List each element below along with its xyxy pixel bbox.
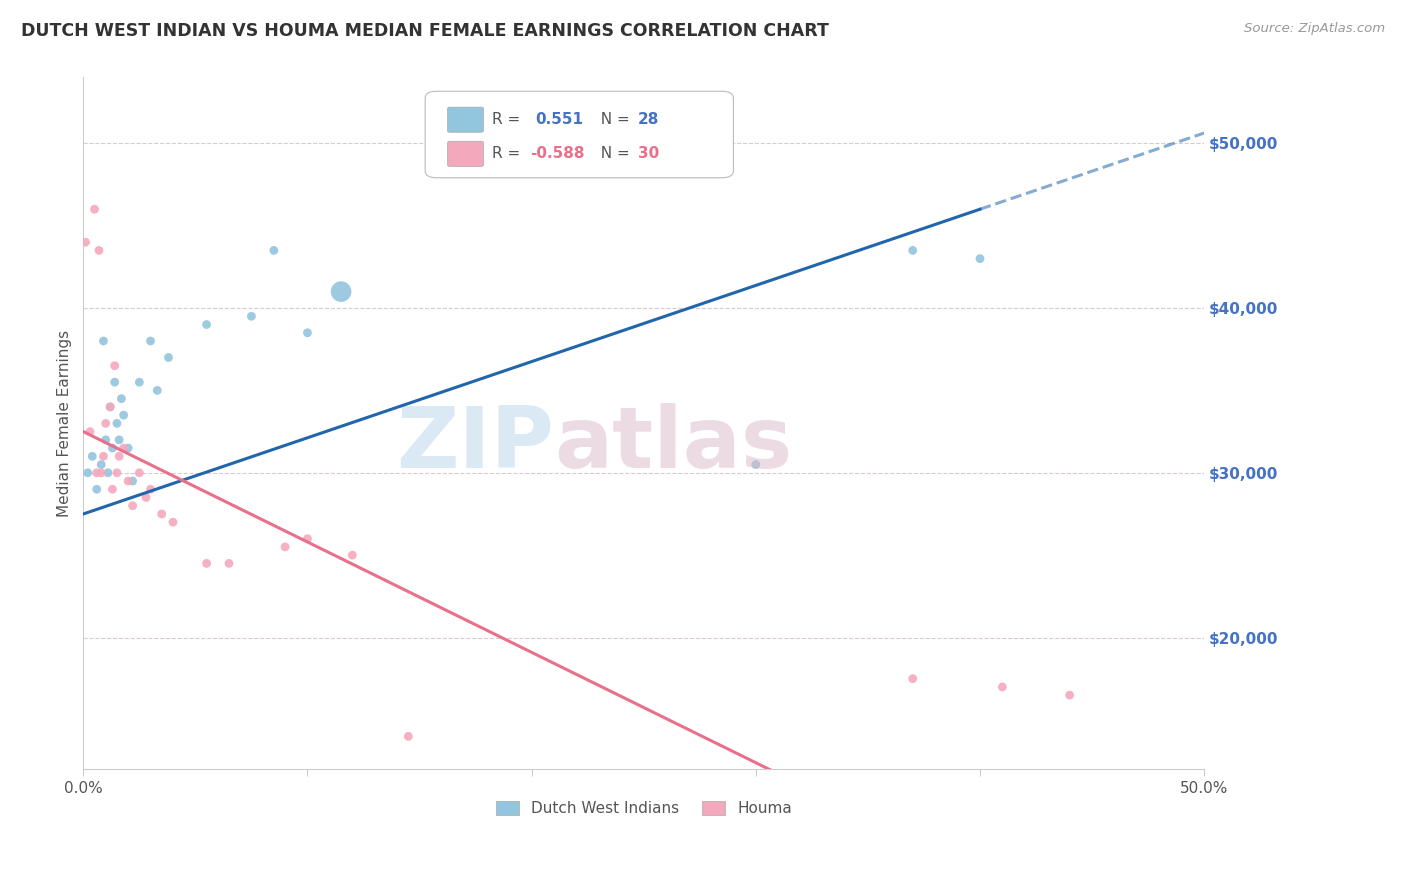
Point: [901, 244, 924, 258]
Point: [104, 359, 127, 373]
Point: [218, 557, 240, 571]
Point: [146, 384, 169, 398]
Text: R =: R =: [492, 146, 526, 161]
Point: [97, 466, 120, 480]
Point: [139, 483, 162, 497]
Point: [86, 483, 108, 497]
Point: [139, 334, 162, 348]
Point: [94, 417, 117, 431]
Point: [101, 483, 124, 497]
Point: [82, 450, 104, 464]
Point: [396, 730, 419, 744]
Text: ZIP: ZIP: [396, 402, 554, 485]
Point: [150, 507, 173, 521]
Point: [117, 441, 139, 455]
Y-axis label: Median Female Earnings: Median Female Earnings: [58, 330, 72, 517]
Point: [991, 680, 1014, 694]
Point: [297, 532, 319, 546]
Point: [104, 375, 127, 389]
Point: [90, 466, 112, 480]
Point: [108, 450, 131, 464]
Point: [98, 400, 121, 414]
Point: [93, 334, 115, 348]
Text: Source: ZipAtlas.com: Source: ZipAtlas.com: [1244, 22, 1385, 36]
FancyBboxPatch shape: [447, 141, 484, 167]
Point: [75, 235, 97, 249]
Point: [1059, 688, 1081, 702]
Point: [121, 499, 143, 513]
Point: [76, 466, 98, 480]
Point: [195, 318, 218, 332]
Text: N =: N =: [591, 146, 634, 161]
Point: [157, 351, 180, 365]
Point: [94, 433, 117, 447]
Point: [101, 441, 124, 455]
Point: [745, 458, 768, 472]
Point: [135, 491, 157, 505]
Point: [342, 548, 364, 562]
Point: [90, 458, 112, 472]
Point: [128, 466, 150, 480]
Point: [274, 540, 297, 554]
Text: 30: 30: [638, 146, 659, 161]
Legend: Dutch West Indians, Houma: Dutch West Indians, Houma: [488, 794, 800, 824]
Point: [297, 326, 319, 340]
Text: 28: 28: [638, 112, 659, 128]
Point: [117, 474, 139, 488]
Text: R =: R =: [492, 112, 530, 128]
Text: 0.551: 0.551: [536, 112, 583, 128]
Point: [195, 557, 218, 571]
Point: [162, 515, 184, 529]
FancyBboxPatch shape: [425, 91, 734, 178]
Point: [87, 244, 110, 258]
Point: [105, 466, 128, 480]
Point: [901, 672, 924, 686]
Point: [121, 474, 143, 488]
Point: [86, 466, 108, 480]
Point: [110, 392, 132, 406]
Point: [112, 408, 135, 422]
Point: [93, 450, 115, 464]
Point: [83, 202, 105, 217]
Point: [79, 425, 101, 439]
Point: [105, 417, 128, 431]
Point: [263, 244, 285, 258]
Text: atlas: atlas: [554, 402, 793, 485]
FancyBboxPatch shape: [447, 107, 484, 132]
Text: -0.588: -0.588: [530, 146, 585, 161]
Text: DUTCH WEST INDIAN VS HOUMA MEDIAN FEMALE EARNINGS CORRELATION CHART: DUTCH WEST INDIAN VS HOUMA MEDIAN FEMALE…: [21, 22, 830, 40]
Point: [969, 252, 991, 266]
Point: [128, 375, 150, 389]
Point: [108, 433, 131, 447]
Text: N =: N =: [591, 112, 634, 128]
Point: [240, 310, 263, 324]
Point: [112, 441, 135, 455]
Point: [330, 285, 353, 299]
Point: [98, 400, 121, 414]
